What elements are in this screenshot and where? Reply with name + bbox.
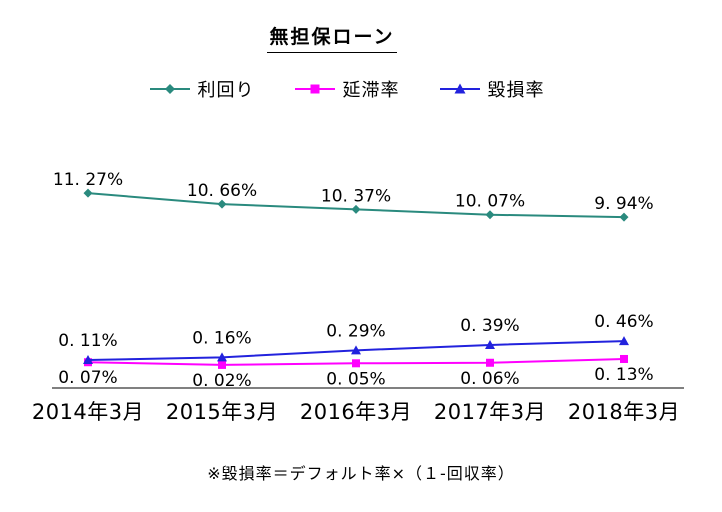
x-axis-labels: 2014年3月 2015年3月 2016年3月 2017年3月 2018年3月 [21,396,691,426]
yield-legend-marker-icon [149,84,190,94]
legend-item-delinquency: 延滞率 [293,76,400,102]
delinquency-data-label: 0. 05% [326,369,385,389]
yield-marker [351,204,361,214]
loss-data-label: 0. 16% [192,328,251,348]
loss-marker [351,345,361,355]
legend-label-loss: 毀損率 [487,80,545,101]
delinquency-marker [218,360,226,369]
x-tick-label: 2015年3月 [165,400,279,424]
delinquency-marker [620,354,628,363]
x-tick-label: 2017年3月 [433,400,547,424]
loss-data-label: 0. 29% [326,321,385,341]
loss-marker [485,339,495,349]
delinquency-data-label: 0. 07% [58,368,117,388]
legend-label-yield: 利回り [197,80,255,101]
delinquency-data-label: 0. 13% [594,365,653,385]
x-tick-label: 2018年3月 [567,400,681,424]
yield-data-label: 10. 07% [455,192,525,212]
yield-marker [485,210,495,220]
yield-data-label: 10. 37% [321,186,391,206]
yield-data-label: 11. 27% [53,170,123,190]
delinquency-marker [486,358,494,367]
delinquency-marker [352,359,360,368]
title-row: 無担保ローン [0,22,664,53]
delinquency-data-label: 0. 06% [460,369,519,389]
yield-marker [83,188,93,198]
yield-marker [619,212,629,222]
footnote: ※毀損率＝デフォルト率×（１-回収率） [207,464,515,483]
yield-marker [217,199,227,209]
yield-data-label: 9. 94% [594,194,653,214]
loss-data-label: 0. 39% [460,316,519,336]
loss-data-label: 0. 11% [58,331,117,351]
loss-data-label: 0. 46% [594,312,653,332]
legend: 利回り 延滞率 毀損率 [0,76,692,102]
legend-item-yield: 利回り [148,76,255,102]
legend-label-delinquency: 延滞率 [342,80,400,101]
x-tick-label: 2016年3月 [299,400,413,424]
loss-legend-marker-icon [439,83,480,94]
yield-data-label: 10. 66% [187,181,257,201]
chart-title: 無担保ローン [267,22,397,53]
loss-marker [217,352,227,362]
legend-item-loss: 毀損率 [438,76,545,102]
delinquency-legend-marker-icon [294,84,335,94]
triangle-marker-icon [454,83,465,94]
x-tick-label: 2014年3月 [31,400,145,424]
delinquency-data-label: 0. 02% [192,371,251,391]
square-marker-icon [310,84,319,94]
loss-marker [83,355,93,365]
loss-marker [619,336,629,346]
diamond-marker-icon [164,84,175,94]
